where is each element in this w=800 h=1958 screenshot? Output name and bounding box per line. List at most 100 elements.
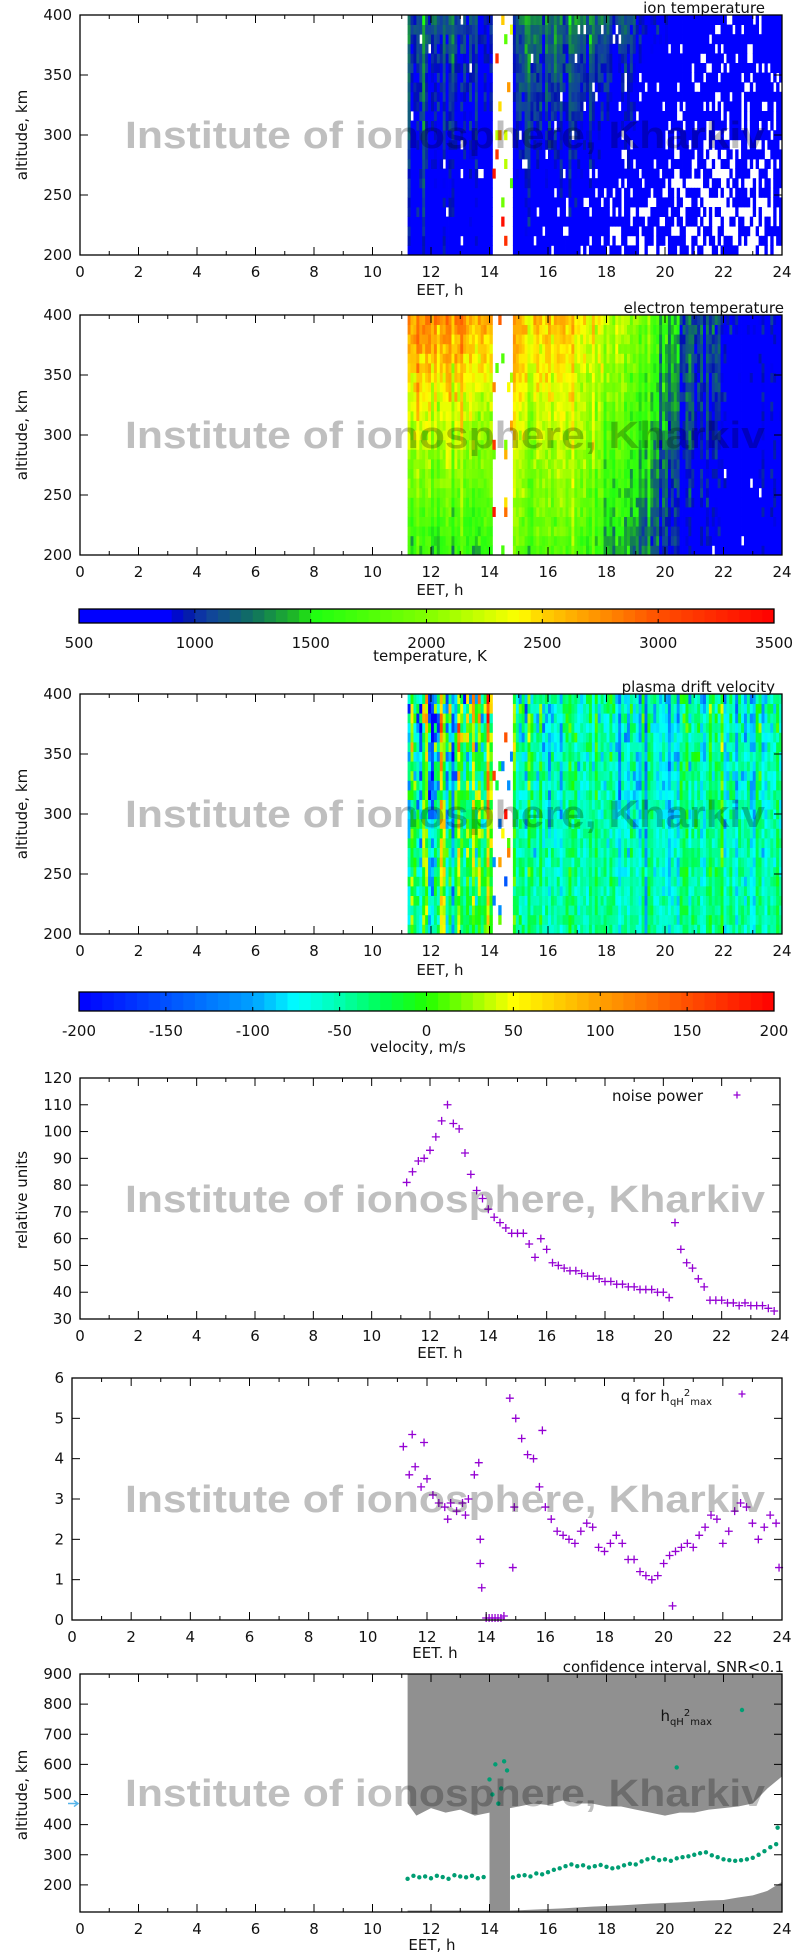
heatmap-cell — [565, 401, 569, 412]
heatmap-cell — [659, 207, 663, 217]
heatmap-cell — [504, 130, 508, 141]
heatmap-cell — [433, 82, 438, 93]
heatmap-cell — [454, 111, 458, 121]
heatmap-cell — [466, 535, 470, 546]
heatmap-cell — [442, 168, 447, 179]
heatmap-cell — [700, 130, 704, 141]
heatmap-cell — [726, 245, 730, 256]
heatmap-cell — [445, 34, 449, 45]
heatmap-cell — [688, 216, 692, 227]
heatmap-cell — [676, 159, 681, 169]
heatmap-cell — [594, 401, 599, 412]
heatmap-cell — [442, 315, 447, 325]
heatmap-cell — [469, 139, 473, 150]
heatmap-cell — [588, 72, 593, 83]
heatmap-cell — [559, 168, 564, 179]
heatmap-cell — [659, 391, 663, 402]
heatmap-cell — [688, 363, 692, 373]
heatmap-cell — [407, 535, 411, 546]
heatmap-cell — [460, 72, 464, 83]
heatmap-cell — [591, 245, 596, 256]
heatmap-cell — [568, 535, 572, 546]
heatmap-cell — [410, 130, 414, 141]
heatmap-cell — [597, 449, 602, 460]
heatmap-cell — [439, 459, 444, 469]
heatmap-cell — [416, 391, 420, 402]
heatmap-cell — [553, 53, 558, 64]
heatmap-cell — [659, 535, 663, 546]
electron-temperature-heatmap — [407, 315, 783, 556]
heatmap-cell — [469, 497, 473, 508]
heatmap-cell — [439, 159, 444, 169]
heatmap-cell — [536, 516, 540, 527]
heatmap-cell — [413, 43, 417, 54]
heatmap-cell — [612, 497, 616, 508]
heatmap-cell — [659, 187, 663, 198]
heatmap-cell — [512, 487, 517, 498]
heatmap-cell — [445, 235, 449, 246]
heatmap-cell — [586, 15, 590, 25]
heatmap-cell — [603, 507, 607, 517]
heatmap-cell — [463, 420, 467, 431]
heatmap-cell — [428, 439, 432, 450]
heatmap-cell — [550, 507, 555, 517]
heatmap-cell — [480, 507, 485, 517]
heatmap-cell — [530, 535, 534, 546]
heatmap-cell — [448, 130, 452, 141]
heatmap-cell — [621, 139, 625, 150]
heatmap-cell — [448, 372, 452, 383]
heatmap-cell — [779, 111, 783, 121]
heatmap-cell — [656, 334, 660, 345]
heatmap-cell — [524, 459, 528, 469]
heatmap-cell — [615, 430, 619, 441]
heatmap-cell — [454, 216, 458, 227]
heatmap-cell — [451, 545, 455, 556]
heatmap-cell — [679, 516, 683, 527]
heatmap-cell — [483, 516, 487, 527]
heatmap-cell — [565, 82, 569, 93]
heatmap-cell — [691, 235, 695, 246]
heatmap-cell — [548, 216, 552, 227]
heatmap-cell — [580, 449, 584, 460]
heatmap-cell — [764, 111, 768, 121]
heatmap-cell — [746, 168, 751, 179]
heatmap-cell — [480, 382, 485, 393]
heatmap-cell — [515, 401, 520, 412]
heatmap-cell — [764, 34, 768, 45]
heatmap-cell — [588, 82, 593, 93]
heatmap-cell — [542, 53, 546, 64]
heatmap-cell — [536, 372, 540, 383]
heatmap-cell — [667, 468, 672, 479]
heatmap-cell — [705, 82, 710, 93]
heatmap-cell — [629, 391, 634, 402]
heatmap-cell — [521, 497, 525, 508]
heatmap-cell — [673, 15, 678, 25]
heatmap-cell — [694, 72, 698, 83]
heatmap-cell — [586, 507, 590, 517]
heatmap-cell — [621, 401, 625, 412]
heatmap-cell — [512, 420, 517, 431]
heatmap-cell — [410, 245, 414, 256]
heatmap-cell — [667, 545, 672, 556]
heatmap-cell — [448, 497, 452, 508]
heatmap-cell — [673, 235, 678, 246]
heatmap-cell — [548, 449, 552, 460]
heatmap-cell — [454, 226, 458, 237]
heatmap-cell — [568, 315, 572, 325]
heatmap-cell — [606, 372, 610, 383]
heatmap-cell — [536, 72, 540, 83]
heatmap-cell — [659, 526, 663, 537]
heatmap-cell — [527, 334, 531, 345]
heatmap-cell — [425, 487, 429, 498]
heatmap-cell — [682, 372, 686, 383]
heatmap-cell — [673, 53, 678, 64]
heatmap-cell — [609, 245, 613, 256]
heatmap-cell — [474, 449, 479, 460]
heatmap-cell — [583, 497, 587, 508]
heatmap-cell — [697, 111, 701, 121]
heatmap-cell — [422, 111, 426, 121]
heatmap-cell — [477, 526, 482, 537]
heatmap-cell — [419, 478, 423, 489]
heatmap-cell — [638, 401, 642, 412]
heatmap-cell — [662, 72, 666, 83]
